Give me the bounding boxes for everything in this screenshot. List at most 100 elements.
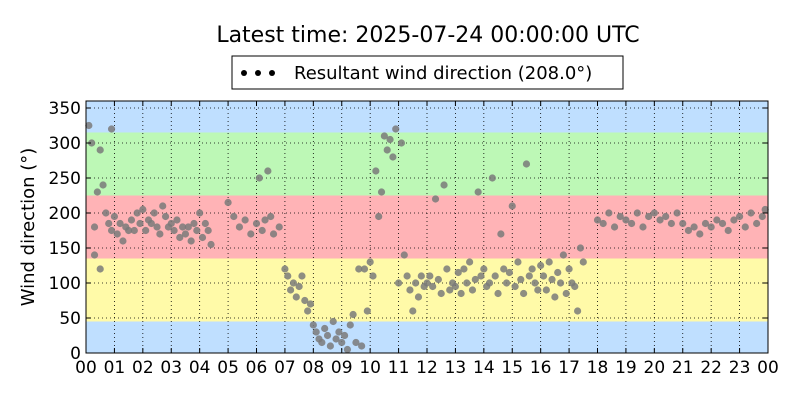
data-point xyxy=(153,223,161,231)
data-point xyxy=(335,328,343,336)
x-tick-label: 15 xyxy=(501,358,523,378)
data-point xyxy=(531,279,539,287)
data-point xyxy=(193,226,201,235)
y-axis-label: Wind direction (°) xyxy=(18,148,39,307)
y-axis-ticks: 0 50 100 150 200 250 300 350 xyxy=(49,99,768,364)
data-point xyxy=(116,219,124,228)
data-point xyxy=(340,331,349,340)
data-point xyxy=(610,223,619,231)
data-point xyxy=(289,279,298,287)
data-point xyxy=(119,237,127,245)
data-point xyxy=(90,251,99,259)
data-point xyxy=(662,212,670,221)
data-point xyxy=(633,209,641,217)
data-point xyxy=(545,258,553,266)
x-tick-label: 17 xyxy=(558,358,580,378)
data-point xyxy=(491,272,499,280)
data-point xyxy=(562,289,570,298)
data-point xyxy=(181,230,190,238)
data-point xyxy=(306,300,315,308)
data-point xyxy=(392,125,400,133)
x-tick-label: 08 xyxy=(303,358,325,378)
data-point xyxy=(187,237,195,245)
data-point xyxy=(539,272,548,280)
data-point xyxy=(451,282,460,291)
data-point xyxy=(110,212,119,221)
x-axis-ticks: 00 01 02 03 04 05 06 07 08 09 10 11 12 13 14 15 16 17 18 19… xyxy=(75,101,779,378)
data-point xyxy=(85,121,93,130)
data-point xyxy=(656,216,664,224)
data-point xyxy=(142,226,150,235)
y-tick-label: 250 xyxy=(49,169,81,189)
data-point xyxy=(88,139,96,147)
data-point xyxy=(343,345,352,354)
data-point xyxy=(571,282,579,291)
data-point xyxy=(574,307,582,315)
data-point xyxy=(437,289,445,298)
data-point xyxy=(96,265,104,273)
data-point xyxy=(537,261,545,270)
data-point xyxy=(414,293,423,301)
data-point xyxy=(616,212,624,221)
data-point xyxy=(409,307,417,315)
data-point xyxy=(366,258,374,266)
data-point xyxy=(147,219,155,228)
x-tick-label: 14 xyxy=(473,358,495,378)
data-point xyxy=(301,296,309,305)
data-point xyxy=(372,167,380,175)
data-point xyxy=(758,212,766,221)
data-point xyxy=(645,212,653,221)
data-point xyxy=(522,160,531,168)
data-point xyxy=(105,219,113,228)
x-tick-label: 23 xyxy=(729,358,751,378)
data-point xyxy=(161,212,170,221)
x-tick-label: 00 xyxy=(757,358,779,378)
data-point xyxy=(204,226,212,235)
data-point xyxy=(332,335,340,343)
data-point xyxy=(329,317,337,326)
data-point xyxy=(701,219,710,228)
data-point xyxy=(679,219,687,228)
data-point xyxy=(298,272,306,280)
data-point xyxy=(556,279,565,287)
data-point xyxy=(667,219,675,228)
data-point xyxy=(394,279,403,287)
data-point xyxy=(497,230,505,238)
x-tick-label: 20 xyxy=(644,358,666,378)
data-point xyxy=(690,223,698,231)
data-point xyxy=(696,230,704,238)
data-point xyxy=(247,230,255,238)
data-point xyxy=(474,188,482,196)
y-tick-label: 200 xyxy=(49,204,81,224)
legend-marker-1 xyxy=(241,70,247,76)
data-point xyxy=(267,212,275,221)
y-tick-label: 300 xyxy=(49,134,81,154)
x-tick-label: 03 xyxy=(160,358,182,378)
data-point xyxy=(102,209,110,217)
data-point xyxy=(159,202,167,210)
data-point xyxy=(380,132,388,140)
data-point xyxy=(502,279,511,287)
data-point xyxy=(528,265,536,273)
data-point xyxy=(198,233,207,242)
data-point xyxy=(235,223,244,231)
data-point xyxy=(718,219,727,228)
data-point xyxy=(113,230,121,238)
data-point xyxy=(346,321,354,329)
data-point xyxy=(309,321,317,329)
data-point xyxy=(127,216,136,224)
data-point xyxy=(628,219,636,228)
data-point xyxy=(258,226,266,235)
data-point xyxy=(440,181,448,189)
data-point xyxy=(207,240,215,249)
x-tick-label: 06 xyxy=(246,358,268,378)
x-tick-label: 07 xyxy=(274,358,296,378)
data-point xyxy=(724,226,732,235)
data-point xyxy=(107,226,116,235)
data-point xyxy=(90,223,99,231)
data-point xyxy=(454,268,462,277)
data-point xyxy=(684,226,693,235)
y-tick-label: 50 xyxy=(59,309,81,329)
data-point xyxy=(446,286,454,294)
